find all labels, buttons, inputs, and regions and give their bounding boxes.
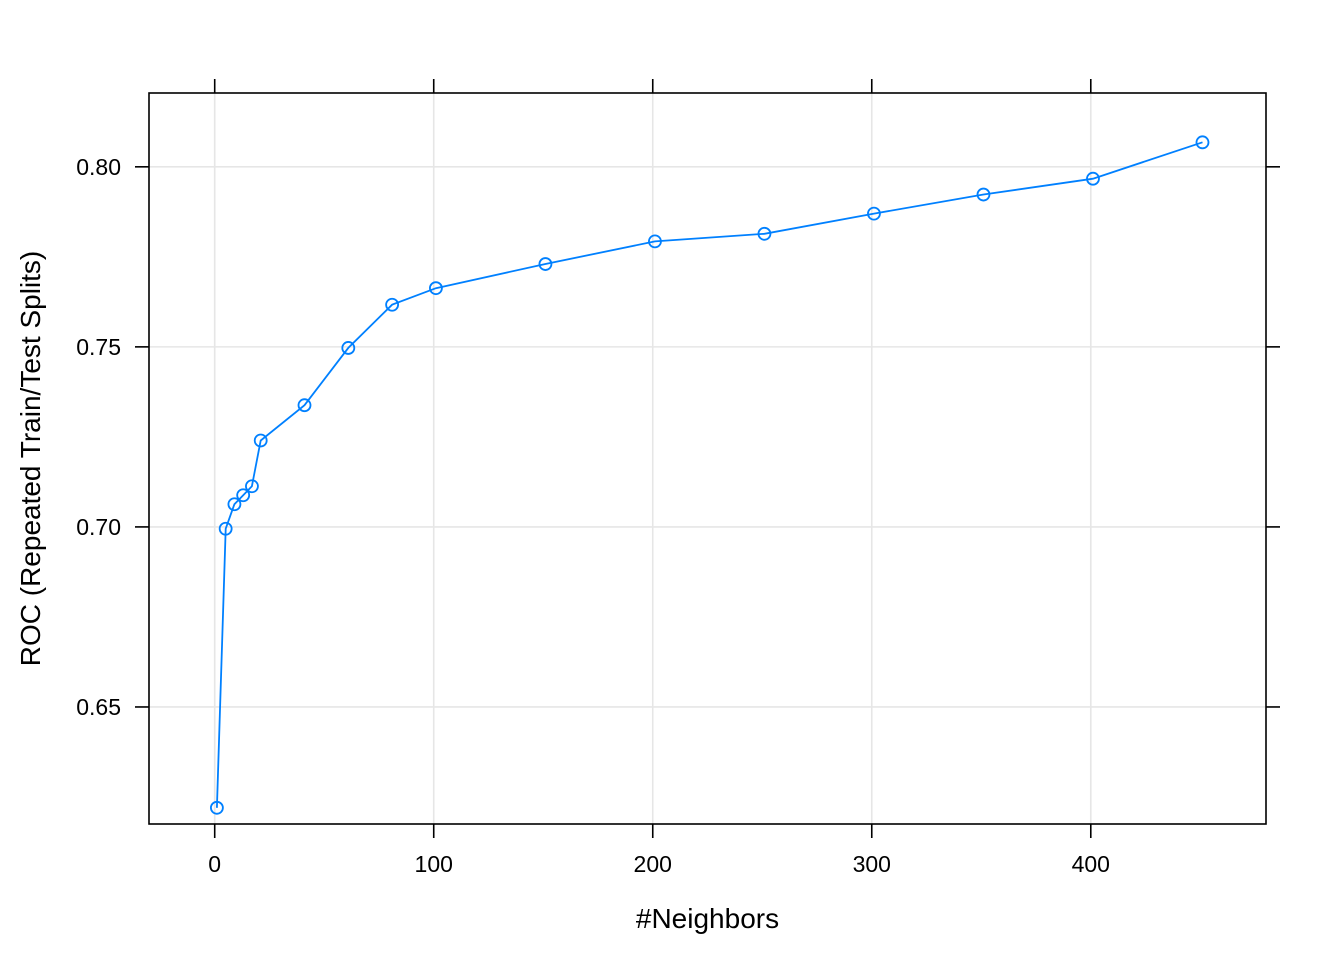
data-point [385,297,400,312]
data-point [297,398,312,413]
x-tick-label: 100 [415,851,453,877]
x-tick-label: 0 [208,851,221,877]
data-point [867,206,881,221]
plot-frame [148,92,1267,825]
x-tick-label: 300 [853,851,891,877]
series-roc [209,135,1210,815]
data-point [648,234,662,249]
data-point [253,433,268,448]
axis-ticks: 0 100 200 300 400 0.65 0.70 0.75 0.80 [76,79,1280,877]
data-point [227,497,242,512]
y-axis-title: ROC (Repeated Train/Test Splits) [15,251,46,667]
x-axis-title: #Neighbors [636,903,779,934]
data-point [236,488,251,503]
data-point [209,800,224,815]
data-point [245,479,259,494]
y-tick-label: 0.80 [76,154,121,180]
data-point [538,257,553,271]
y-tick-label: 0.75 [76,334,121,360]
data-point [1086,171,1100,186]
series-line [216,141,1203,808]
x-tick-label: 400 [1072,851,1110,877]
data-point [1195,135,1210,150]
data-point [429,281,443,296]
x-tick-label: 200 [634,851,672,877]
data-point [976,187,991,202]
y-tick-label: 0.70 [76,514,121,540]
data-point [757,226,772,241]
data-point [341,341,356,355]
y-tick-label: 0.65 [76,694,121,720]
grid-lines [149,93,1266,824]
data-point [218,521,233,536]
